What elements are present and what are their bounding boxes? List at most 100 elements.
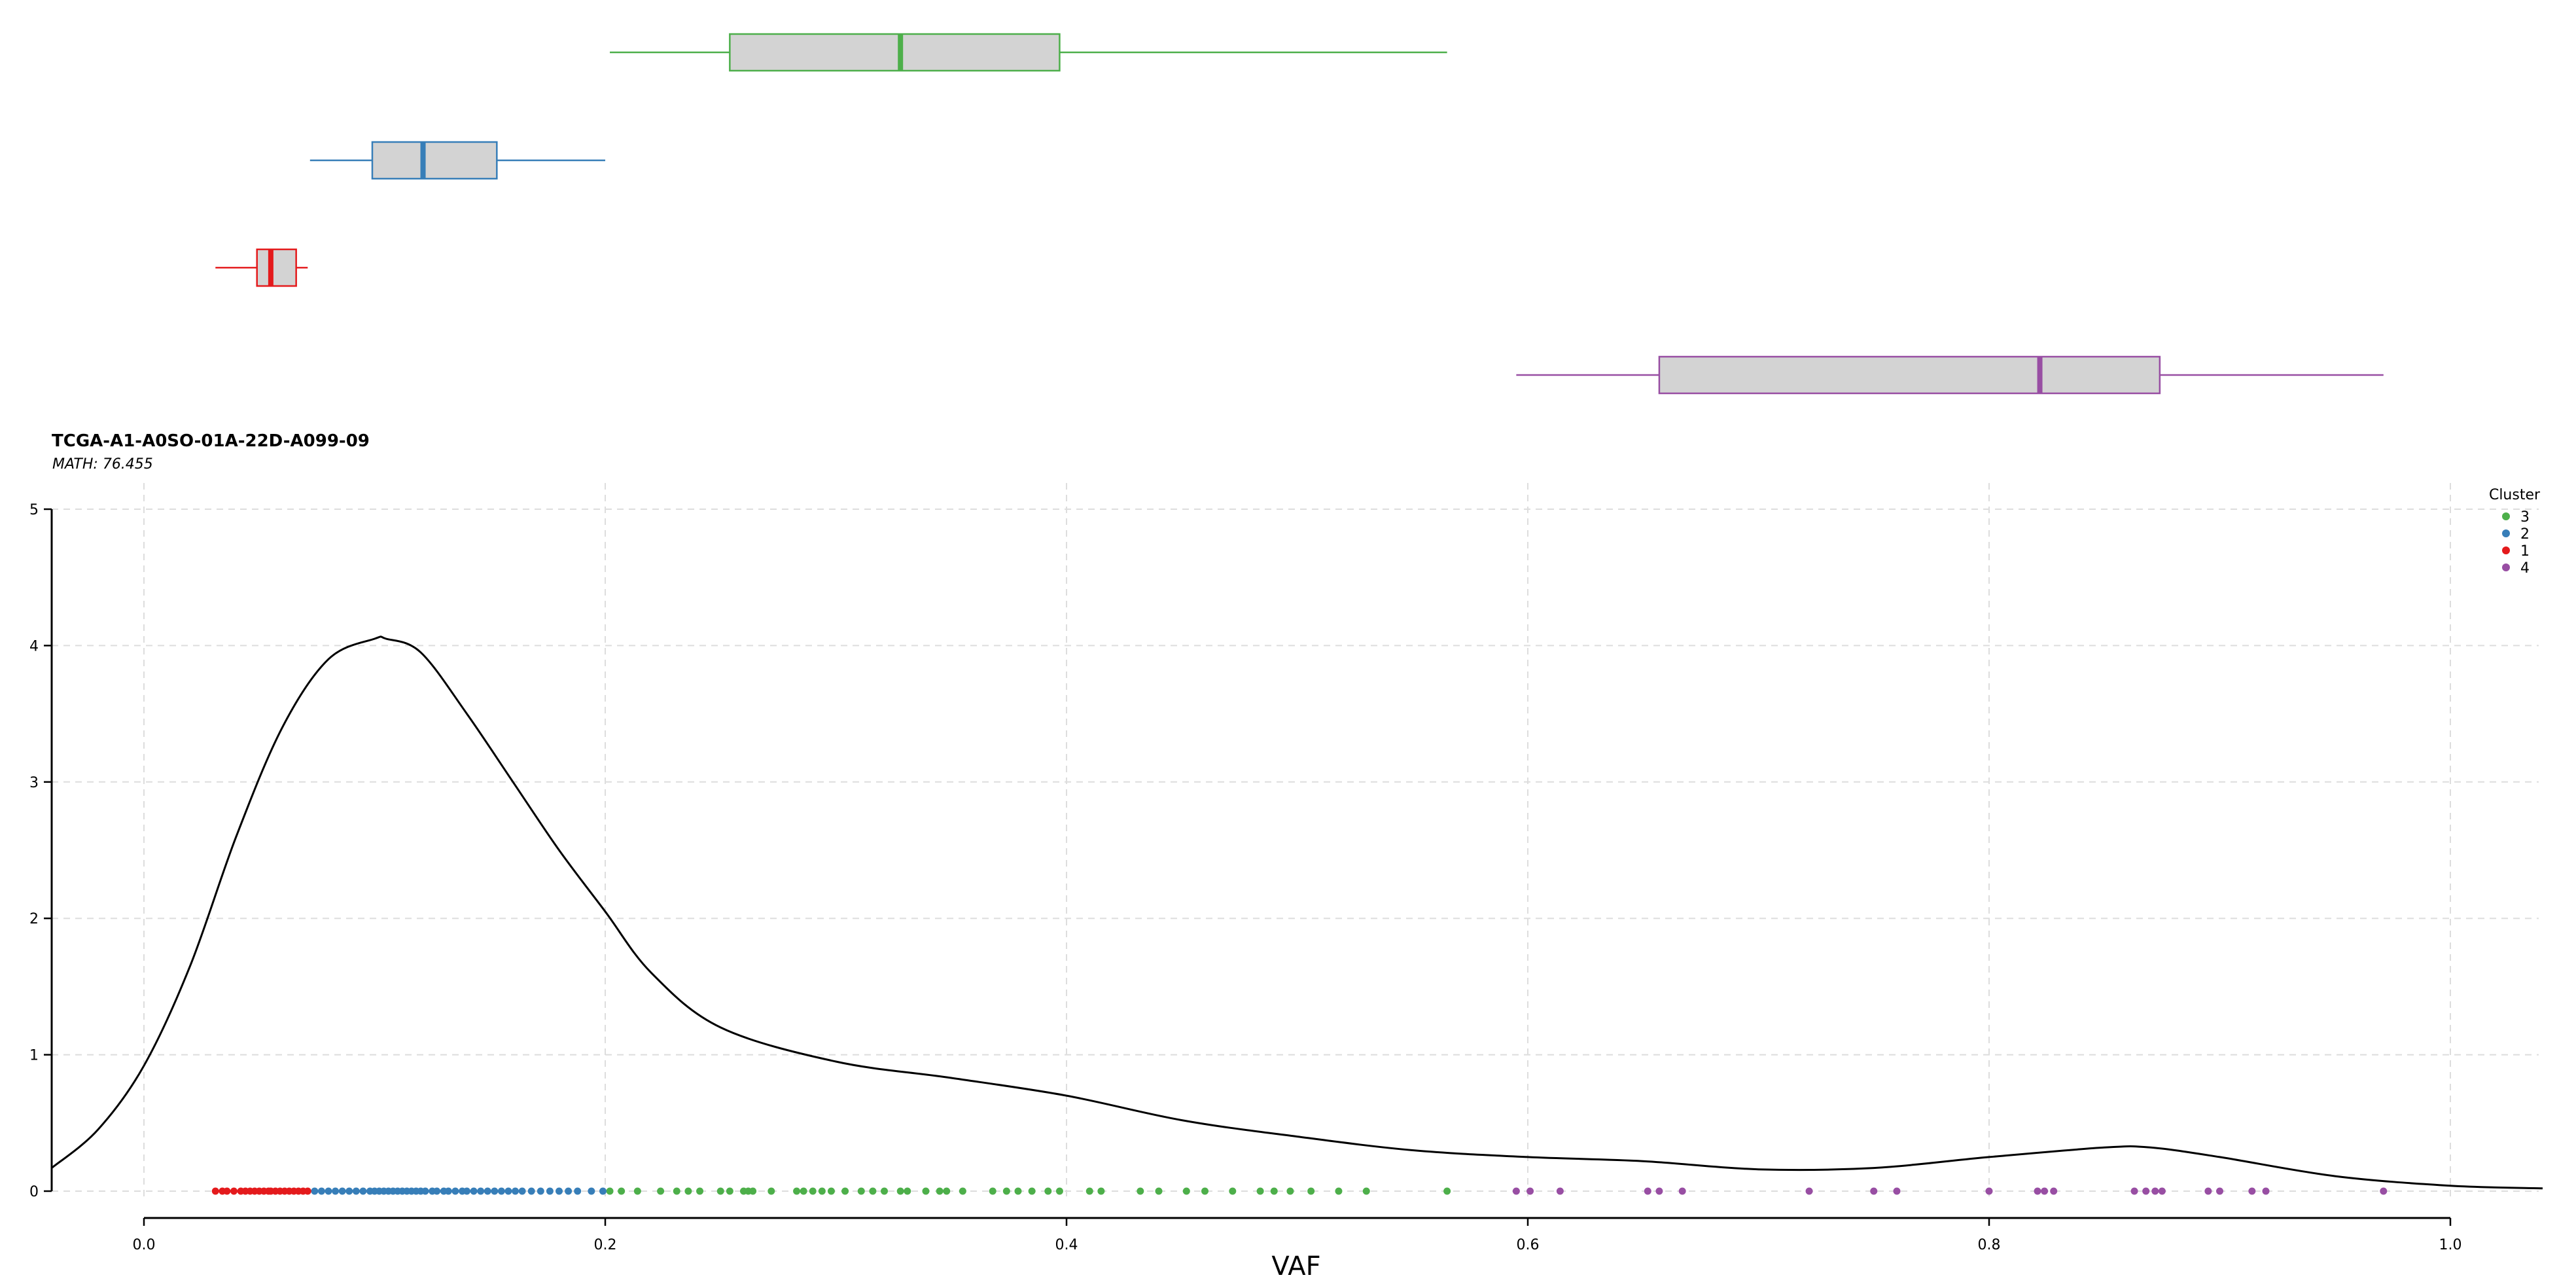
vaf-point [1870,1187,1878,1195]
vaf-point [2380,1187,2388,1195]
vaf-point [618,1187,626,1195]
vaf-point [2050,1187,2058,1195]
legend-marker-4 [2502,564,2510,571]
vaf-point [2216,1187,2223,1195]
legend-label-2: 2 [2520,526,2530,543]
vaf-point [1137,1187,1144,1195]
vaf-point [1362,1187,1370,1195]
boxplot-cluster-1 [215,248,308,287]
sample-title: TCGA-A1-A0SO-01A-22D-A099-09 [52,431,370,451]
vaf-point [1443,1187,1451,1195]
vaf-point [869,1187,877,1195]
vaf-point [359,1187,367,1195]
math-label: MATH: 76.455 [52,456,153,473]
y-tick-label: 5 [29,502,39,518]
vaf-point [477,1187,485,1195]
vaf-point [565,1187,573,1195]
vaf-point [1286,1187,1294,1195]
x-tick-label: 0.2 [594,1237,617,1253]
points-cluster-1 [211,1187,311,1195]
vaf-point [223,1187,231,1195]
y-tick-label: 4 [29,638,39,654]
vaf-point [1002,1187,1010,1195]
vaf-point [325,1187,332,1195]
vaf-point [827,1187,835,1195]
legend-marker-1 [2502,546,2510,554]
vaf-point [2151,1187,2159,1195]
vaf-point [444,1187,452,1195]
vaf-point [588,1187,595,1195]
vaf-point [1512,1187,1520,1195]
vaf-point [1307,1187,1315,1195]
vaf-point [2204,1187,2212,1195]
y-tick-label: 1 [29,1048,39,1064]
vaf-point [2041,1187,2049,1195]
vaf-point [1155,1187,1163,1195]
vaf-point [749,1187,757,1195]
vaf-point [793,1187,801,1195]
vaf-point [716,1187,724,1195]
legend-title: Cluster [2489,487,2541,503]
vaf-point [696,1187,704,1195]
vaf-point [2034,1187,2041,1195]
vaf-point [230,1187,238,1195]
vaf-point [211,1187,219,1195]
vaf-point [345,1187,353,1195]
vaf-point [504,1187,512,1195]
points-cluster-3 [606,1187,1451,1195]
vaf-point [809,1187,817,1195]
points-cluster-2 [311,1187,607,1195]
vaf-point [943,1187,951,1195]
vaf-point [574,1187,582,1195]
vaf-point [726,1187,733,1195]
vaf-point [1044,1187,1052,1195]
vaf-point [317,1187,325,1195]
vaf-point [2142,1187,2150,1195]
vaf-point [421,1187,429,1195]
vaf-point [537,1187,544,1195]
legend-label-4: 4 [2520,560,2530,577]
vaf-point [433,1187,441,1195]
vaf-point [2248,1187,2256,1195]
vaf-point [841,1187,849,1195]
vaf-point [1985,1187,1993,1195]
vaf-point [2158,1187,2166,1195]
vaf-point [606,1187,614,1195]
vaf-point [1644,1187,1651,1195]
vaf-point [599,1187,607,1195]
vaf-point [904,1187,911,1195]
vaf-point [512,1187,520,1195]
vaf-point [2262,1187,2270,1195]
vaf-point [1014,1187,1022,1195]
vaf-point [1201,1187,1209,1195]
x-tick-label: 1.0 [2439,1237,2462,1253]
vaf-point [673,1187,680,1195]
legend-marker-2 [2502,529,2510,537]
vaf-point [818,1187,826,1195]
vaf-point [352,1187,360,1195]
vaf-point [1085,1187,1093,1195]
vaf-point [1270,1187,1278,1195]
axes: 0 1 2 3 4 5 0.0 0.2 0.4 0.6 0.8 1.0 [29,502,2462,1253]
x-tick-label: 0.0 [133,1237,156,1253]
boxplot-box [256,248,297,287]
vaf-point [1805,1187,1813,1195]
vaf-point [470,1187,478,1195]
vaf-point [857,1187,865,1195]
vaf-point [304,1187,311,1195]
vaf-point [936,1187,944,1195]
x-tick-label: 0.8 [1978,1237,2001,1253]
vaf-point [518,1187,526,1195]
vaf-point [684,1187,692,1195]
vaf-points [211,1187,2388,1195]
boxplot-box [1658,355,2161,395]
vaf-point [1055,1187,1063,1195]
vaf-point [633,1187,641,1195]
points-cluster-4 [1512,1187,2388,1195]
density-curve [51,635,2543,1190]
legend-label-3: 3 [2520,509,2530,526]
vaf-point [546,1187,554,1195]
vaf-point [332,1187,340,1195]
